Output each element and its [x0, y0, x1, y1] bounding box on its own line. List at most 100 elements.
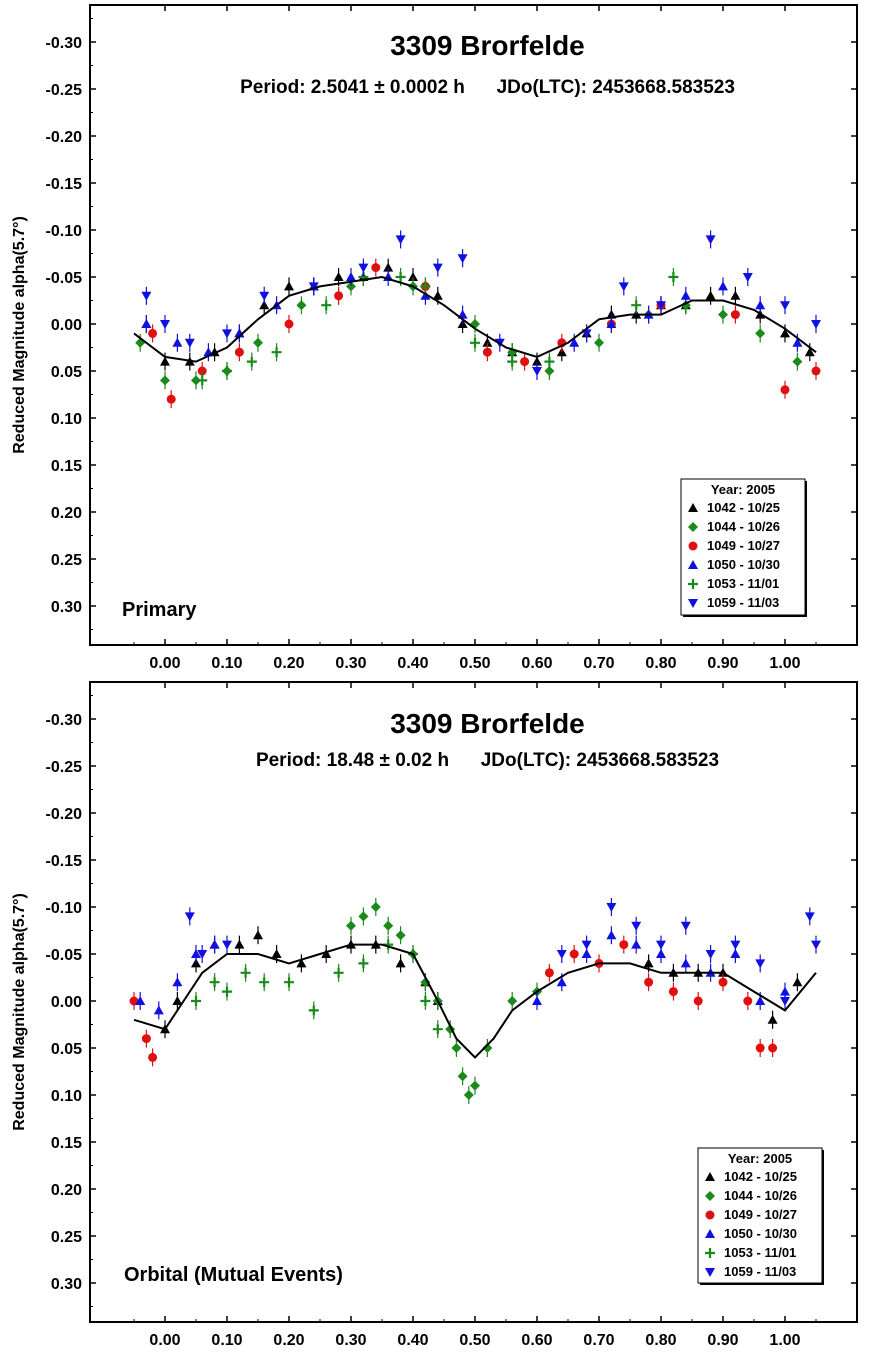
data-point: [135, 996, 146, 1005]
data-point: [755, 959, 766, 969]
data-point: [432, 263, 443, 273]
data-point: [705, 290, 716, 300]
data-point: [631, 300, 642, 311]
data-point: [693, 996, 703, 1006]
data-point: [209, 939, 220, 949]
data-point: [371, 263, 381, 273]
data-point: [432, 1024, 443, 1035]
legend-entry: 1053 - 11/01: [707, 576, 779, 591]
legend-entry: 1050 - 10/30: [707, 557, 780, 572]
x-tick-label: 0.00: [149, 655, 180, 672]
data-point: [160, 356, 170, 366]
series-1: [346, 898, 542, 1104]
x-tick-label: 0.80: [645, 655, 676, 672]
data-point: [296, 958, 307, 968]
x-tick-label: 0.20: [273, 1332, 304, 1349]
legend-entry: 1042 - 10/25: [707, 500, 780, 515]
data-point: [811, 366, 821, 376]
data-point: [358, 263, 369, 273]
data-point: [191, 996, 201, 1006]
data-point: [172, 977, 183, 987]
data-point: [222, 366, 232, 376]
x-tick-label: 0.50: [459, 655, 490, 672]
data-point: [166, 394, 176, 404]
x-tick-label: 1.00: [769, 655, 800, 672]
data-point: [811, 940, 821, 950]
data-point: [742, 273, 753, 282]
y-tick-label: 0.15: [51, 1135, 82, 1152]
x-tick-label: 0.90: [707, 655, 738, 672]
x-tick-label: 0.70: [583, 655, 614, 672]
data-point: [755, 300, 766, 310]
data-point: [680, 958, 691, 968]
data-point: [656, 301, 666, 311]
x-tick-label: 0.00: [149, 1332, 180, 1349]
legend-title: Year: 2005: [728, 1151, 792, 1166]
data-point: [271, 949, 282, 958]
data-point: [141, 319, 152, 328]
legend-marker: [688, 579, 698, 589]
data-point: [395, 930, 406, 941]
x-tick-label: 0.70: [583, 1332, 614, 1349]
data-point: [172, 337, 183, 347]
data-point: [259, 291, 270, 301]
data-point: [544, 366, 555, 376]
data-point: [606, 903, 617, 912]
x-tick-label: 0.60: [521, 1332, 552, 1349]
x-tick-label: 0.40: [397, 1332, 428, 1349]
data-point: [160, 320, 170, 329]
y-tick-label: -0.05: [46, 270, 83, 287]
data-point: [743, 996, 753, 1006]
data-point: [644, 977, 654, 987]
y-tick-label: 0.30: [51, 599, 82, 616]
y-tick-label: -0.15: [46, 176, 83, 193]
data-point: [581, 940, 592, 950]
y-tick-label: 0.10: [51, 411, 82, 428]
data-point: [408, 272, 418, 281]
y-tick-label: -0.30: [46, 35, 83, 52]
y-tick-label: 0.25: [51, 552, 82, 569]
legend-marker: [688, 560, 698, 569]
data-point: [160, 375, 170, 386]
data-point: [420, 996, 431, 1006]
data-point: [308, 1005, 319, 1016]
legend-marker: [705, 1229, 715, 1238]
data-point: [197, 950, 208, 959]
y-tick-label: -0.30: [46, 712, 83, 729]
data-point: [532, 367, 542, 376]
y-tick-label: -0.10: [46, 900, 83, 917]
data-point: [780, 986, 790, 996]
legend-marker: [688, 541, 698, 551]
legend-marker: [688, 503, 698, 512]
data-point: [420, 281, 431, 292]
data-point: [619, 940, 629, 950]
data-point: [507, 996, 518, 1006]
data-point: [569, 337, 580, 347]
data-point: [606, 319, 617, 328]
legend-marker: [705, 1268, 715, 1277]
legend-entry: 1049 - 10/27: [707, 538, 780, 553]
data-point: [718, 977, 728, 987]
x-tick-label: 0.80: [645, 1332, 676, 1349]
series-0: [160, 926, 803, 1039]
data-point: [556, 950, 567, 959]
data-point: [346, 272, 356, 281]
data-point: [705, 950, 716, 959]
y-tick-label: 0.00: [51, 994, 82, 1011]
y-tick-label: -0.15: [46, 853, 83, 870]
primary-chart-panel: -0.30 -0.25 -0.20 -0.15 -0.10 -0.05 0.00 0.05 0.…: [11, 4, 858, 672]
x-tick-label: 0.10: [211, 1332, 242, 1349]
data-point: [768, 1043, 778, 1053]
data-point: [680, 921, 691, 931]
data-point: [284, 977, 294, 988]
y-tick-label: 0.05: [51, 364, 82, 381]
data-point: [680, 290, 691, 300]
legend-entry: 1044 - 10/26: [707, 519, 780, 534]
data-point: [197, 366, 207, 376]
data-point: [141, 1034, 151, 1044]
data-point: [253, 930, 263, 940]
chart-subtitle: Period: 18.48 ± 0.02 h JDo(LTC): 2453668…: [256, 750, 719, 771]
data-point: [792, 977, 803, 987]
data-point: [668, 272, 679, 282]
data-point: [346, 920, 356, 931]
